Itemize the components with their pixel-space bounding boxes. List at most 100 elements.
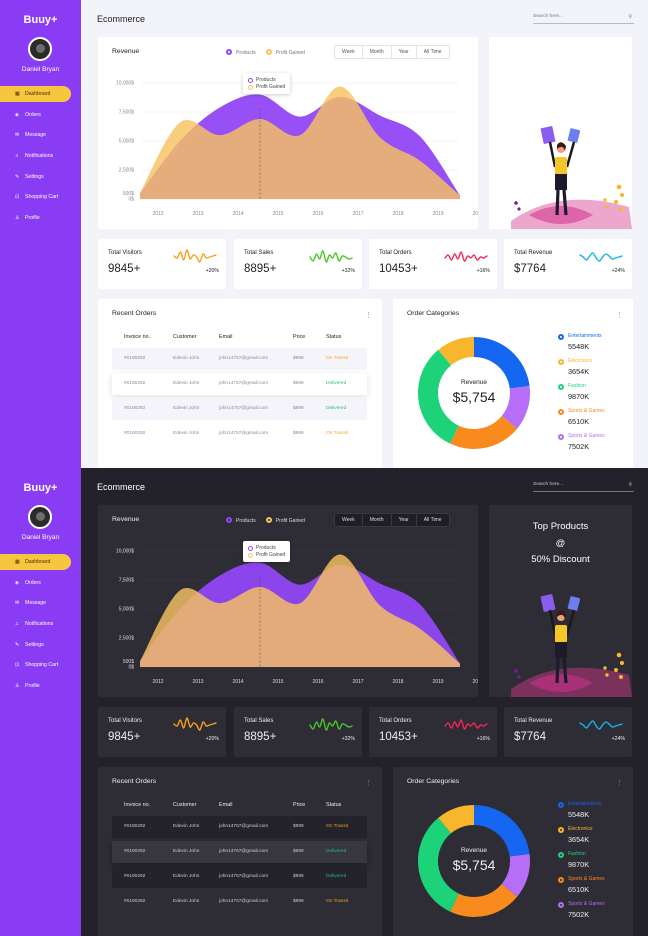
promo-banner[interactable]: Top Products @ 50% Discount <box>489 505 632 697</box>
tab-week[interactable]: Week <box>335 46 363 58</box>
sparkline-path <box>444 719 488 730</box>
legend-profit-gained[interactable]: Profit Gained <box>265 517 305 524</box>
stat-label: Total Visitors <box>108 250 142 256</box>
table-row[interactable]: #0190292 Edevin John john14757@gmail.com $8… <box>112 816 367 838</box>
legend-products[interactable]: Products <box>226 517 256 524</box>
legend-item[interactable]: Sports & Games 6510K <box>557 408 605 433</box>
more-options-icon[interactable]: ⋮ <box>365 312 372 319</box>
column-header-email[interactable]: Email <box>219 334 233 340</box>
donut-slice <box>450 415 518 449</box>
brand-logo[interactable]: Buuy+ <box>23 14 58 26</box>
sidebar-item-notifications[interactable]: ♫ Notifications <box>0 616 81 632</box>
column-header-customer[interactable]: Customer <box>173 334 197 340</box>
sidebar-item-shopping-cart[interactable]: ⊡ Shopping Cart <box>0 657 81 673</box>
legend-products[interactable]: Products <box>226 49 256 56</box>
more-options-icon[interactable]: ⋮ <box>365 780 372 787</box>
table-row[interactable]: #0190292 Edevin John john14757@gmail.com $8… <box>124 899 349 904</box>
stat-card-visitors[interactable]: Total Visitors 9845+ +20% <box>98 239 226 289</box>
sparkline-path <box>444 251 488 262</box>
table-row[interactable]: #0190292 Edevin John john14757@gmail.com $8… <box>112 373 367 395</box>
column-header-price[interactable]: Price <box>293 802 306 808</box>
table-row[interactable]: #0190292 Edevin John john14757@gmail.com $8… <box>112 841 367 863</box>
column-header-invoice[interactable]: Invoice no. <box>124 334 151 340</box>
tab-week[interactable]: Week <box>335 514 363 526</box>
stat-card-visitors[interactable]: Total Visitors 9845+ +20% <box>98 707 226 757</box>
stat-card-orders[interactable]: Total Orders 10453+ +16% <box>369 239 497 289</box>
column-header-email[interactable]: Email <box>219 802 233 808</box>
page-title: Ecommerce <box>97 14 146 24</box>
sidebar-item-settings[interactable]: ✎ Settings <box>0 637 81 653</box>
y-tick-label: 2,500$ <box>119 168 135 174</box>
x-tick-label: 2013 <box>192 679 203 685</box>
tab-all-time[interactable]: All Time <box>423 49 442 55</box>
column-header-invoice[interactable]: Invoice no. <box>124 802 151 808</box>
revenue-area-chart[interactable]: 10,000$ 7,500$ 5,000$ 2,500$ 500$0$ 2012 2013 2… <box>98 505 478 697</box>
legend-item[interactable]: Electronics 3654K <box>557 826 605 851</box>
sidebar-item-profile[interactable]: ♙ Profile <box>0 678 81 694</box>
legend-item[interactable]: Entertainments 5548K <box>557 333 605 358</box>
table-row[interactable]: #0190292 Edevin John john14757@gmail.com $8… <box>112 348 367 370</box>
tab-month[interactable]: Month <box>362 514 392 526</box>
legend-item[interactable]: Fashion 9870K <box>557 383 605 408</box>
column-header-price[interactable]: Price <box>293 334 306 340</box>
stat-card-sales[interactable]: Total Sales 8895+ +32% <box>234 239 362 289</box>
sidebar-item-profile[interactable]: ♙ Profile <box>0 210 81 226</box>
legend-item[interactable]: Entertainments 5548K <box>557 801 605 826</box>
sidebar-item-dashboard[interactable]: ▦ Dashboard <box>0 86 71 102</box>
table-row[interactable]: #0190292 Edevin John john14757@gmail.com $8… <box>112 398 367 420</box>
column-header-status[interactable]: Status <box>326 334 342 340</box>
user-icon: ♙ <box>15 683 20 690</box>
sidebar-item-notifications[interactable]: ♫ Notifications <box>0 148 81 164</box>
legend-item[interactable]: Sports & Games 6510K <box>557 876 605 901</box>
search-icon[interactable]: ⚲ <box>628 14 632 20</box>
sidebar-item-orders[interactable]: ◈ Orders <box>0 107 81 123</box>
stat-card-revenue[interactable]: Total Revenue $7764 +24% <box>504 239 632 289</box>
more-options-icon[interactable]: ⋮ <box>616 312 623 319</box>
shopping-woman-illustration <box>511 126 632 229</box>
tab-year[interactable]: Year <box>392 46 417 58</box>
more-options-icon[interactable]: ⋮ <box>616 780 623 787</box>
status-badge: Delivered <box>326 874 347 879</box>
shopping-woman-illustration <box>511 594 632 697</box>
search-input[interactable]: Search here... ⚲ <box>533 480 634 492</box>
promo-banner[interactable]: Top Products @ 50% Discount <box>489 37 632 229</box>
promo-line-1: Top Products <box>532 521 589 532</box>
tab-month[interactable]: Month <box>363 46 392 58</box>
search-icon[interactable]: ⚲ <box>628 482 632 488</box>
y-tick-label: 500$ <box>123 659 134 665</box>
promo-line-1: Top Products <box>532 53 589 64</box>
sparkline <box>579 252 623 262</box>
legend-profit-gained[interactable]: Profit Gained <box>265 49 305 56</box>
tab-year[interactable]: Year <box>391 514 417 526</box>
column-header-customer[interactable]: Customer <box>173 802 197 808</box>
category-donut-chart[interactable] <box>393 299 553 468</box>
stat-card-sales[interactable]: Total Sales 8895+ +32% <box>234 707 362 757</box>
avatar[interactable] <box>28 37 52 61</box>
search-input[interactable]: Search here... ⚲ <box>533 12 634 24</box>
legend-item[interactable]: Electronics 3654K <box>557 358 605 383</box>
stat-card-orders[interactable]: Total Orders 10453+ +16% <box>369 707 497 757</box>
table-row[interactable]: #0190292 Edevin John john14757@gmail.com $8… <box>112 866 367 888</box>
sidebar-item-orders[interactable]: ◈ Orders <box>0 575 81 591</box>
sidebar-item-message[interactable]: ✉ Message <box>0 127 81 143</box>
legend-item[interactable]: Sports & Games 7502K <box>557 901 605 926</box>
table-row[interactable]: #0190292 Edevin John john14757@gmail.com $8… <box>124 431 349 436</box>
column-header-status[interactable]: Status <box>326 802 342 808</box>
y-tick-label: 0$ <box>128 665 134 671</box>
sparkline-path <box>173 249 217 263</box>
avatar[interactable] <box>28 505 52 529</box>
sidebar-item-shopping-cart[interactable]: ⊡ Shopping Cart <box>0 189 81 205</box>
legend-item[interactable]: Sports & Games 7502K <box>557 433 605 458</box>
brand-logo[interactable]: Buuy+ <box>23 482 58 494</box>
user-icon: ♙ <box>15 215 20 222</box>
stat-card-revenue[interactable]: Total Revenue $7764 +24% <box>504 707 632 757</box>
search-placeholder: Search here... <box>533 14 564 19</box>
orders-title: Recent Orders <box>112 310 157 317</box>
revenue-area-chart[interactable]: 10,000$ 7,500$ 5,000$ 2,500$ 500$0$ 2012 2013 2… <box>98 37 478 229</box>
sidebar-item-dashboard[interactable]: ▦ Dashboard <box>0 554 71 570</box>
x-tick-label: 2015 <box>272 679 283 685</box>
sidebar-item-settings[interactable]: ✎ Settings <box>0 169 81 185</box>
tab-all-time[interactable]: All Time <box>416 514 449 526</box>
sidebar-item-message[interactable]: ✉ Message <box>0 595 81 611</box>
sparkline <box>444 251 488 262</box>
